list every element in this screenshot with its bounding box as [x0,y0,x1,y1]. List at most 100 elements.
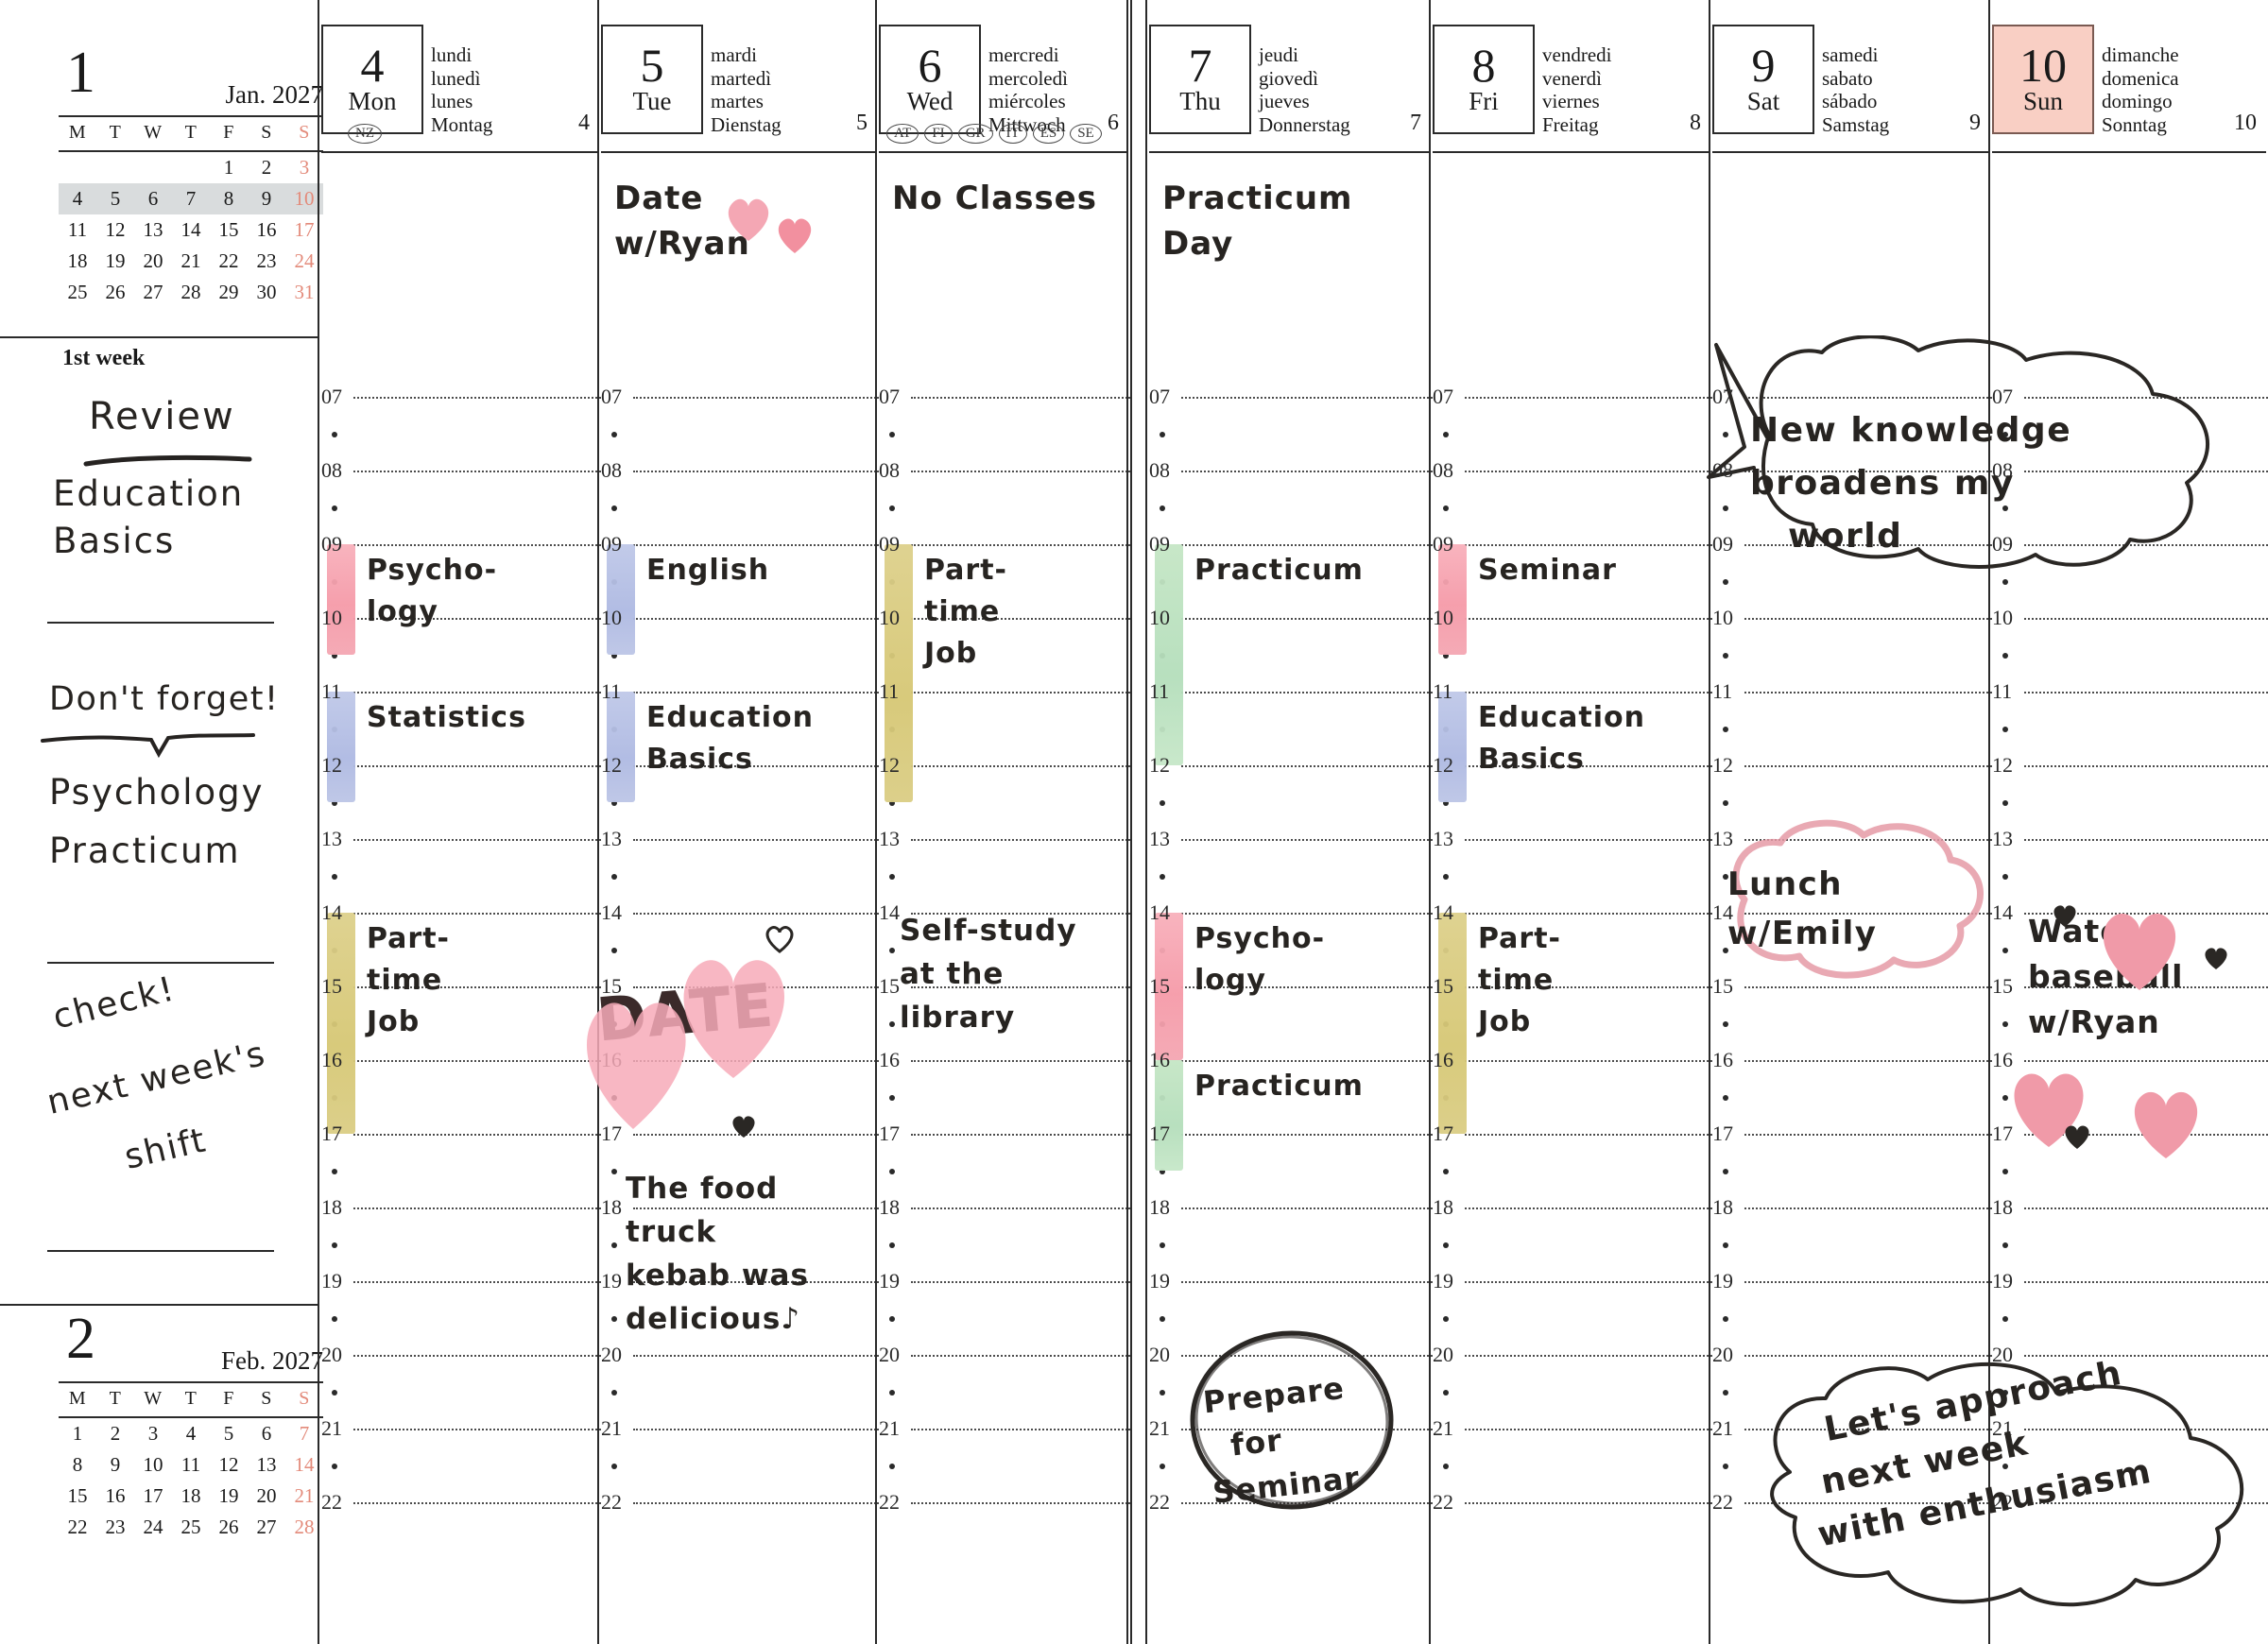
mini-day-cell[interactable]: 10 [143,1453,163,1476]
hour-label: 18 [601,1195,622,1219]
mini-day-cell[interactable]: 4 [185,1422,197,1445]
mini-day-cell[interactable]: 15 [67,1484,88,1507]
mini-day-cell[interactable]: 18 [67,249,88,272]
mini-day-cell[interactable]: 12 [105,218,126,241]
mini-day-cell[interactable]: 13 [143,218,163,241]
mini-day-cell[interactable]: 10 [285,183,323,214]
mini-day-cell[interactable]: 8 [72,1453,83,1476]
mini-day-cell[interactable]: 3 [299,156,310,179]
mini-day-cell[interactable]: 21 [180,249,201,272]
mini-day-cell[interactable] [96,152,134,183]
mini-day-cell[interactable]: 8 [210,183,248,214]
mini-day-cell[interactable]: 27 [143,281,163,303]
day-number-box[interactable]: 9 Sat [1712,25,1814,134]
mini-day-cell[interactable]: 12 [218,1453,239,1476]
bubble-text-new-knowledge: New knowledge broadens my world [1750,404,2071,563]
hour-row-14: 14 [1433,900,1712,986]
hour-line [2024,1060,2268,1062]
hour-line [633,1355,879,1357]
hour-row-18: 18 [1992,1195,2268,1281]
mini-day-cell[interactable]: 31 [294,281,315,303]
mini-day-cell[interactable]: 13 [256,1453,277,1476]
hour-line [353,1207,601,1209]
mini-day-cell[interactable]: 29 [218,281,239,303]
hour-label: 10 [1712,606,1733,629]
mini-day-cell[interactable]: 1 [72,1422,83,1445]
mini-day-cell[interactable]: 7 [299,1422,310,1445]
day-of-year: 7 [1410,111,1421,135]
hour-line [2024,986,2268,988]
mini-day-cell[interactable]: 28 [294,1516,315,1538]
mini-day-cell[interactable]: 9 [110,1453,121,1476]
mini-day-cell[interactable]: 7 [172,183,210,214]
mini-day-cell[interactable]: 9 [248,183,285,214]
mini-day-cell[interactable]: 17 [143,1484,163,1507]
heart-icon [728,198,769,241]
day-number-box[interactable]: 5 Tue [601,25,703,134]
mini-day-cell[interactable]: 17 [294,218,315,241]
mini-day-cell[interactable]: 20 [256,1484,277,1507]
hour-line [2024,397,2268,399]
event-label: Watch baseball w/Ryan [2028,909,2183,1045]
mini-day-cell[interactable]: 30 [256,281,277,303]
mini-day-cell[interactable]: 16 [105,1484,126,1507]
hour-label: 07 [321,385,342,408]
day-number-box[interactable]: 8 Fri [1433,25,1535,134]
mini-day-cell[interactable]: 25 [180,1516,201,1538]
mini-day-cell[interactable]: 11 [67,218,88,241]
mini-day-cell[interactable] [59,152,96,183]
highlight-bar-pink [1155,913,1183,1060]
mini-day-cell[interactable]: 6 [261,1422,272,1445]
day-number-box[interactable]: 4 Mon [321,25,423,134]
mini-day-cell[interactable]: 22 [218,249,239,272]
hour-label: 12 [1149,753,1170,777]
mini-day-cell[interactable]: 2 [261,156,272,179]
mini-day-cell[interactable]: 3 [147,1422,159,1445]
mini-day-cell[interactable]: 18 [180,1484,201,1507]
mini-day-cell[interactable]: 4 [59,183,96,214]
day-language: lunedì [431,66,481,90]
day-language: Montag [431,112,493,136]
mini-day-cell[interactable]: 2 [110,1422,121,1445]
mini-day-cell[interactable]: 1 [223,156,234,179]
note-body: Psychology Practicum [49,763,265,881]
mini-day-cell[interactable]: 24 [294,249,315,272]
mini-day-cell[interactable]: 5 [223,1422,234,1445]
mini-day-cell[interactable]: 23 [256,249,277,272]
mini-day-cell[interactable]: 19 [218,1484,239,1507]
mini-day-cell[interactable]: 14 [294,1453,315,1476]
hour-label: 18 [1992,1195,2013,1219]
mini-day-cell[interactable]: 11 [180,1453,201,1476]
mini-day-cell[interactable] [172,152,210,183]
day-top-note-line: Practicum [1162,180,1353,217]
day-number-box[interactable]: 7 Thu [1149,25,1251,134]
mini-day-cell[interactable]: 6 [134,183,172,214]
mini-day-cell[interactable]: 23 [105,1516,126,1538]
mini-day-cell[interactable]: 26 [218,1516,239,1538]
hour-label: 17 [601,1122,622,1145]
mini-day-cell[interactable]: 5 [96,183,134,214]
mini-day-cell[interactable]: 21 [294,1484,315,1507]
mini-day-cell[interactable]: 19 [105,249,126,272]
mini-day-cell[interactable]: 27 [256,1516,277,1538]
mini-day-cell[interactable]: 20 [143,249,163,272]
mini-day-cell[interactable]: 14 [180,218,201,241]
mini-day-cell[interactable]: 22 [67,1516,88,1538]
day-number-box[interactable]: 10 Sun [1992,25,2094,134]
mini-day-cell[interactable]: 15 [218,218,239,241]
half-hour-dot [1723,1390,1728,1396]
hour-line [2024,1281,2268,1283]
mini-day-cell[interactable] [134,152,172,183]
mini-day-cell[interactable]: 26 [105,281,126,303]
mini-day-cell[interactable]: 25 [67,281,88,303]
day-number-box[interactable]: 6 Wed [879,25,981,134]
hour-line [1465,1134,1712,1136]
day-header-sun: 10 Sun dimanche domenica domingo Sonntag 10 [1992,0,2266,153]
mini-day-cell[interactable]: 28 [180,281,201,303]
hour-label: 12 [1992,753,2013,777]
mini-day-cell[interactable]: 16 [256,218,277,241]
hour-row-21: 21 [321,1416,601,1502]
mini-day-cell[interactable]: 24 [143,1516,163,1538]
